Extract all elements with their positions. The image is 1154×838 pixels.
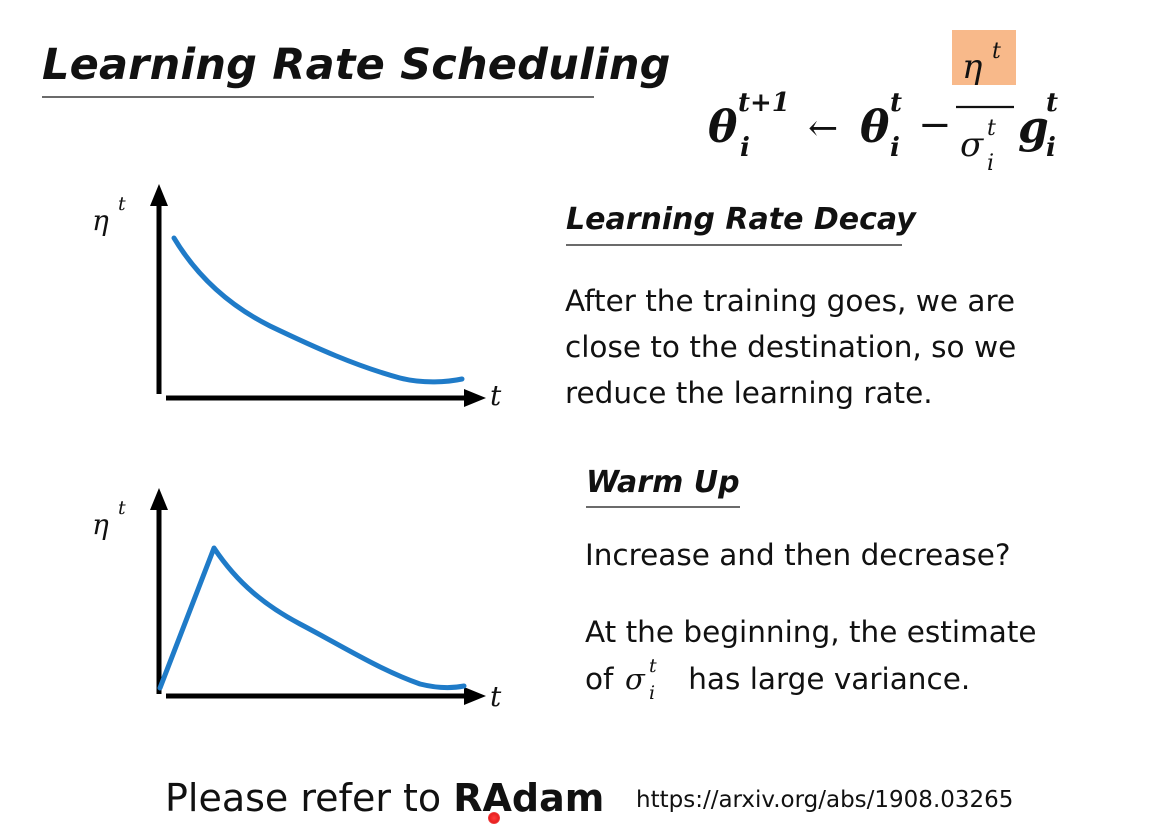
radam-reference: Please refer to RAdam bbox=[165, 776, 604, 820]
eta-highlight-box bbox=[952, 30, 1016, 85]
theta-next: θ bbox=[708, 102, 738, 153]
warmup-y-arrowhead bbox=[150, 488, 168, 510]
theta-current-sup: t bbox=[890, 88, 902, 118]
sigma-denominator: σ bbox=[960, 125, 984, 165]
theta-current-sub: i bbox=[890, 133, 900, 163]
warmup-y-label: η bbox=[92, 508, 109, 541]
decay-y-label: η bbox=[92, 204, 109, 237]
warmup-graph: η t t bbox=[80, 484, 520, 724]
decay-line-1: After the training goes, we are bbox=[565, 284, 1016, 318]
sigma-sup: t bbox=[649, 655, 657, 677]
eta-numerator: η bbox=[962, 47, 983, 87]
theta-next-sub: i bbox=[740, 133, 750, 163]
formula-svg: θ t+1 i ← θ t i − η t σ t i g t i bbox=[708, 30, 1058, 176]
decay-x-arrowhead bbox=[464, 389, 486, 407]
decay-line-3: reduce the learning rate. bbox=[565, 376, 933, 410]
refer-prefix: Please refer to bbox=[165, 776, 454, 820]
warmup-x-label: t bbox=[490, 680, 502, 713]
variance-line-1: At the beginning, the estimate bbox=[585, 615, 1037, 649]
gradient-g-sub: i bbox=[1046, 133, 1056, 163]
sigma-denominator-sub: i bbox=[987, 151, 994, 176]
variance-prefix: of bbox=[585, 662, 623, 696]
sigma-denominator-sup: t bbox=[987, 116, 996, 141]
gradient-g: g bbox=[1018, 102, 1049, 153]
radam-link[interactable]: https://arxiv.org/abs/1908.03265 bbox=[636, 787, 1014, 813]
theta-next-sup: t+1 bbox=[738, 88, 790, 118]
sigma-inline-svg: σ ti bbox=[625, 655, 657, 704]
minus-sign: − bbox=[918, 102, 952, 148]
update-formula: θ t+1 i ← θ t i − η t σ t i g t i bbox=[700, 20, 1120, 190]
warmup-heading-underline bbox=[586, 506, 740, 508]
eta-numerator-sup: t bbox=[992, 39, 1001, 64]
decay-x-label: t bbox=[490, 379, 502, 412]
sigma-symbol: σ bbox=[625, 662, 646, 696]
warmup-y-label-sup: t bbox=[118, 497, 126, 519]
gradient-g-sup: t bbox=[1046, 88, 1058, 118]
decay-heading-underline bbox=[566, 244, 902, 246]
slide-title: Learning Rate Scheduling bbox=[42, 40, 671, 90]
decay-heading: Learning Rate Decay bbox=[566, 202, 916, 237]
theta-current: θ bbox=[860, 102, 890, 153]
warmup-x-arrowhead bbox=[464, 687, 486, 705]
assign-arrow: ← bbox=[808, 108, 838, 149]
decay-description: After the training goes, we are close to… bbox=[565, 278, 1016, 416]
decay-graph-svg: η t t bbox=[92, 184, 502, 412]
sigma-sub: i bbox=[649, 682, 655, 701]
decay-line-2: close to the destination, so we bbox=[565, 330, 1017, 364]
decay-y-arrowhead bbox=[150, 184, 168, 206]
warmup-curve bbox=[157, 545, 467, 691]
warmup-question: Increase and then decrease? bbox=[585, 538, 1011, 572]
decay-graph: η t t bbox=[80, 180, 520, 420]
warmup-heading: Warm Up bbox=[586, 465, 740, 500]
warmup-graph-svg: η t t bbox=[92, 488, 502, 713]
laser-pointer-dot bbox=[488, 812, 500, 824]
radam-name: RAdam bbox=[453, 776, 605, 820]
decay-curve bbox=[171, 235, 465, 385]
title-underline bbox=[42, 96, 594, 98]
decay-y-label-sup: t bbox=[118, 193, 126, 215]
variance-suffix: has large variance. bbox=[678, 662, 971, 696]
